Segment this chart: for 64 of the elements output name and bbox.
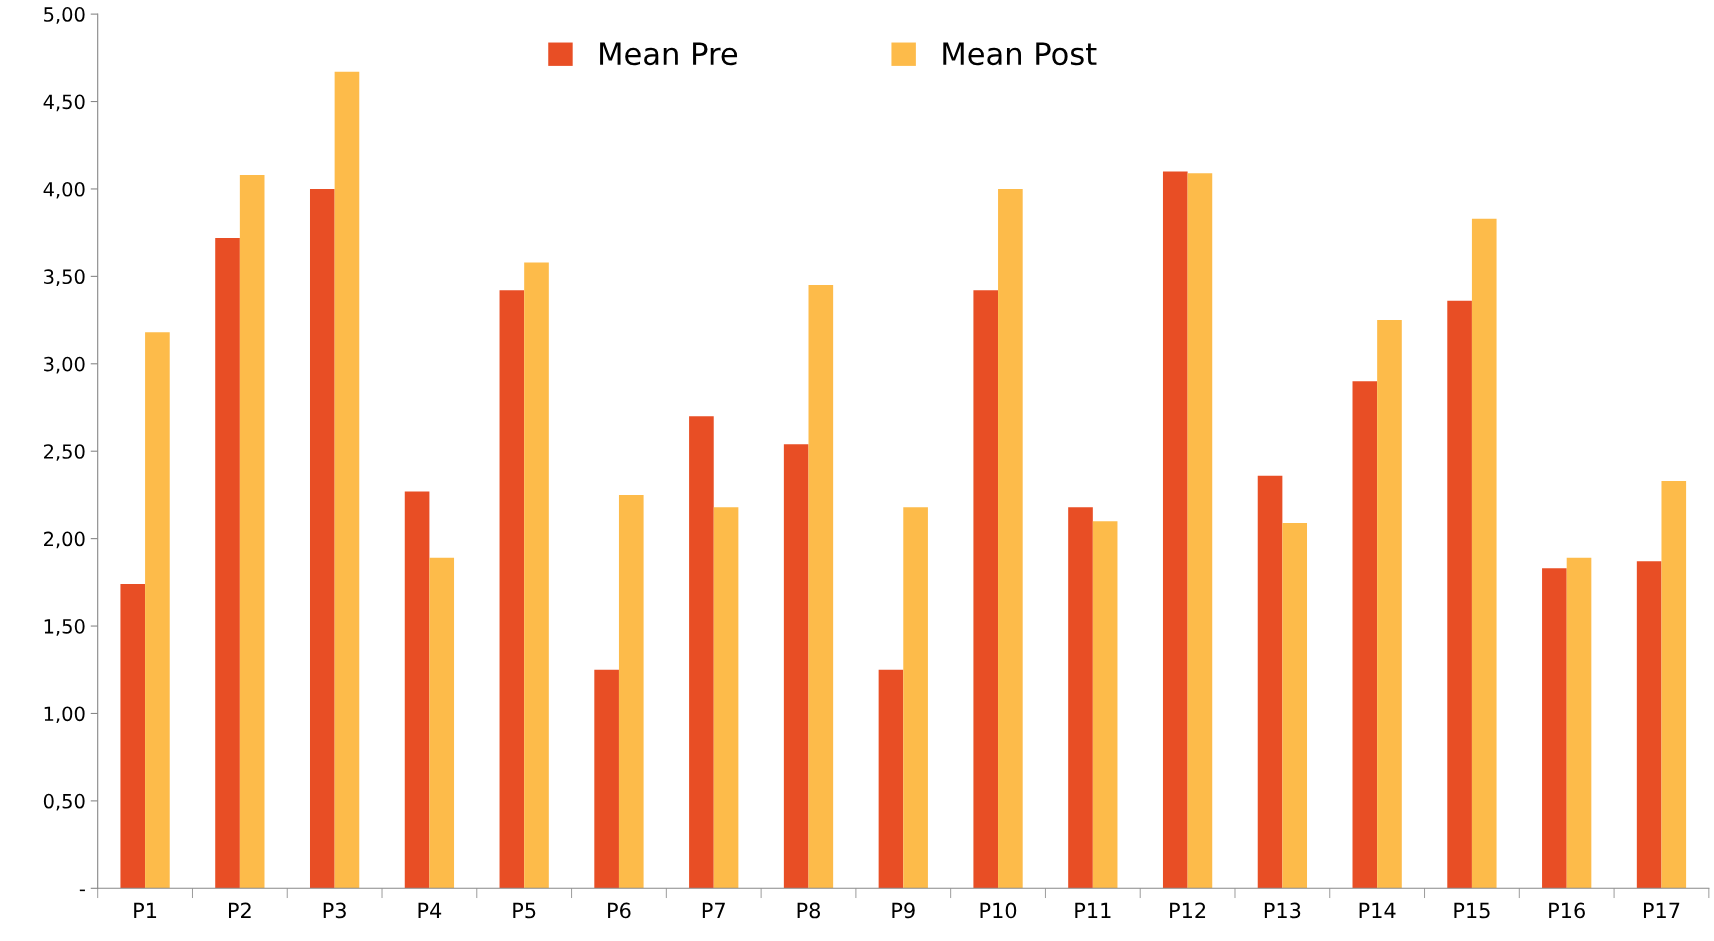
bar xyxy=(808,285,834,889)
bar xyxy=(1447,300,1472,889)
x-tick-label: P14 xyxy=(1359,902,1396,919)
x-tick-label: P6 xyxy=(608,902,631,919)
bar xyxy=(1282,522,1308,889)
bar xyxy=(309,188,335,889)
x-tick-label: P5 xyxy=(513,902,536,919)
bar xyxy=(713,507,739,889)
bar xyxy=(903,507,928,889)
bar xyxy=(1257,475,1283,889)
bar xyxy=(618,494,644,889)
x-tick-label: P9 xyxy=(892,902,915,919)
x-tick-label: P13 xyxy=(1264,902,1301,919)
bar xyxy=(239,174,265,889)
bar xyxy=(973,290,999,889)
bar xyxy=(1377,320,1402,889)
bar xyxy=(215,237,240,889)
y-tick-label: 2,50 xyxy=(44,444,85,461)
bar xyxy=(404,491,430,889)
bar xyxy=(1636,561,1662,889)
y-tick-label: 1,50 xyxy=(44,619,85,636)
bar xyxy=(1352,381,1378,889)
bar xyxy=(1471,218,1497,889)
bar xyxy=(998,188,1023,889)
y-tick-label: 4,50 xyxy=(43,94,85,112)
bar xyxy=(429,557,455,889)
y-tick-label: 5,00 xyxy=(44,7,85,24)
bar xyxy=(1187,173,1213,889)
x-tick-label: P2 xyxy=(228,902,251,919)
x-tick-label: P3 xyxy=(323,902,346,919)
x-tick-label: P4 xyxy=(418,902,442,919)
legend-label: Mean Post xyxy=(943,42,1097,66)
bar xyxy=(1566,557,1592,889)
bar xyxy=(1661,480,1687,889)
bar xyxy=(524,262,549,889)
y-tick-label: 0,50 xyxy=(43,793,85,811)
bar xyxy=(594,669,619,889)
y-tick-label: 3,00 xyxy=(44,356,85,374)
legend-label: Mean Pre xyxy=(600,42,738,66)
bar xyxy=(1092,521,1118,889)
x-tick-label: P16 xyxy=(1549,902,1585,919)
x-tick-label: P17 xyxy=(1643,902,1680,919)
x-tick-label: P1 xyxy=(134,902,157,919)
bar xyxy=(145,332,170,889)
y-tick-label: 1,00 xyxy=(44,706,85,724)
x-tick-label: P11 xyxy=(1075,902,1111,919)
bar xyxy=(499,290,525,889)
x-tick-label: P7 xyxy=(702,902,725,919)
y-tick-label: 3,50 xyxy=(44,269,85,287)
bar xyxy=(120,584,146,889)
bar xyxy=(689,416,714,889)
y-tick-label: 2,00 xyxy=(44,531,85,549)
x-tick-label: P10 xyxy=(980,902,1017,919)
bar xyxy=(1162,171,1188,889)
bar xyxy=(1542,568,1567,889)
bar xyxy=(334,71,360,889)
x-tick-label: P12 xyxy=(1170,902,1206,919)
x-tick-label: P8 xyxy=(797,902,820,919)
x-tick-label: P15 xyxy=(1454,902,1490,919)
y-tick-label: 4,00 xyxy=(43,181,85,199)
bar xyxy=(783,444,809,889)
bar xyxy=(878,669,904,889)
y-tick-label: - xyxy=(79,889,85,892)
bar xyxy=(1068,507,1093,889)
